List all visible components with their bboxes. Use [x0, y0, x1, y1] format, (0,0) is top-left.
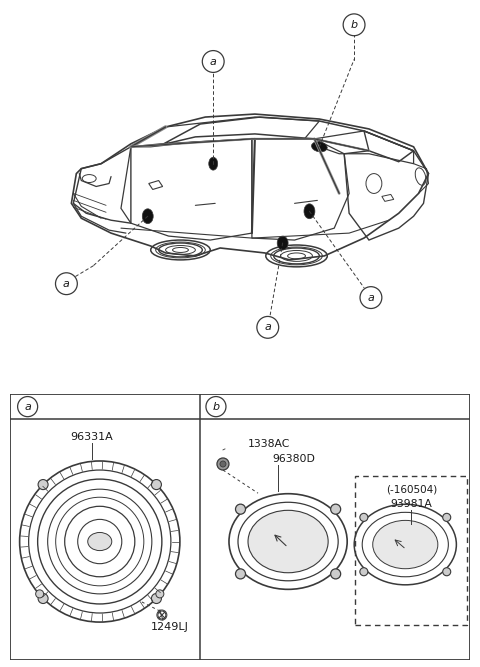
Text: 96331A: 96331A — [71, 432, 113, 442]
Ellipse shape — [209, 157, 218, 170]
Circle shape — [236, 504, 245, 514]
Circle shape — [217, 458, 229, 470]
Circle shape — [443, 514, 451, 522]
Text: (-160504): (-160504) — [385, 484, 437, 494]
Text: 96380D: 96380D — [272, 454, 315, 464]
Text: a: a — [264, 322, 271, 332]
Ellipse shape — [248, 510, 328, 573]
Text: a: a — [210, 57, 216, 67]
Circle shape — [343, 14, 365, 36]
Text: 1249LJ: 1249LJ — [151, 622, 189, 632]
Circle shape — [151, 594, 161, 604]
Circle shape — [443, 568, 451, 576]
Circle shape — [56, 273, 77, 295]
Circle shape — [360, 514, 368, 522]
Ellipse shape — [88, 532, 112, 550]
Circle shape — [18, 397, 37, 417]
Text: a: a — [63, 279, 70, 289]
Circle shape — [360, 568, 368, 576]
Circle shape — [220, 461, 226, 467]
Circle shape — [151, 480, 161, 490]
Circle shape — [257, 316, 279, 338]
Circle shape — [236, 569, 245, 579]
Ellipse shape — [312, 141, 327, 152]
Circle shape — [36, 590, 44, 598]
Circle shape — [331, 504, 341, 514]
Circle shape — [156, 590, 164, 598]
Text: b: b — [212, 402, 219, 412]
Ellipse shape — [142, 209, 153, 223]
Text: a: a — [368, 293, 374, 303]
Bar — [355, 476, 468, 625]
Text: b: b — [350, 20, 358, 30]
Circle shape — [206, 397, 226, 417]
Text: a: a — [24, 402, 31, 412]
Circle shape — [360, 287, 382, 309]
Circle shape — [38, 480, 48, 490]
Ellipse shape — [277, 236, 288, 250]
Ellipse shape — [304, 204, 315, 219]
Ellipse shape — [373, 520, 438, 569]
Text: 1338AC: 1338AC — [248, 439, 290, 449]
Circle shape — [38, 594, 48, 604]
Circle shape — [331, 569, 341, 579]
Circle shape — [202, 51, 224, 73]
Text: 93981A: 93981A — [390, 500, 432, 510]
